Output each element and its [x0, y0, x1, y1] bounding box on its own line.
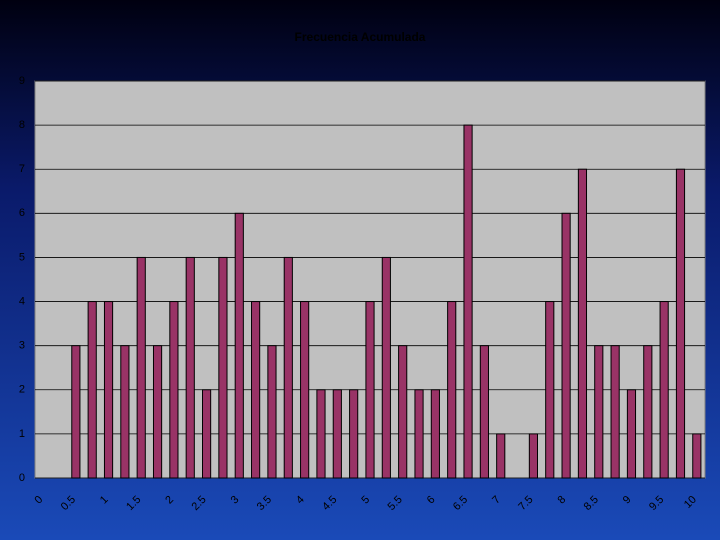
bar [496, 433, 506, 479]
bar [87, 301, 97, 479]
y-tick-label: 6 [19, 207, 25, 219]
bar [561, 212, 571, 479]
bar [349, 389, 359, 479]
bar [169, 301, 179, 479]
bar [71, 345, 81, 479]
bar [675, 168, 686, 479]
bar [447, 301, 457, 479]
bar [103, 301, 114, 479]
bar [202, 389, 212, 479]
bar [545, 301, 555, 479]
bar [414, 389, 424, 479]
bar [251, 301, 261, 479]
chart-title: Frecuencia Acumulada [295, 30, 426, 44]
bar [528, 433, 539, 479]
bar [659, 301, 669, 479]
bar [332, 389, 342, 479]
y-tick-label: 3 [19, 340, 25, 352]
bar [218, 256, 228, 479]
y-tick-label: 9 [19, 75, 25, 87]
y-tick-label: 8 [19, 119, 25, 131]
bar [365, 301, 375, 479]
bar [283, 256, 293, 479]
y-tick-label: 7 [19, 163, 25, 175]
bar [152, 345, 163, 479]
y-tick-label: 4 [19, 295, 25, 307]
bar [610, 345, 620, 479]
bar [185, 256, 195, 479]
bar [643, 345, 653, 479]
bar [398, 345, 408, 479]
bar [300, 301, 310, 479]
bar [577, 168, 588, 479]
bar [381, 256, 391, 479]
bar [430, 389, 440, 479]
bar [120, 345, 130, 479]
bar [626, 389, 637, 479]
y-tick-label: 5 [19, 251, 25, 263]
bar [234, 212, 244, 479]
y-tick-label: 1 [19, 428, 25, 440]
bar [463, 124, 473, 479]
y-tick-label: 0 [19, 472, 25, 484]
bar [267, 345, 277, 479]
bar [479, 345, 489, 479]
bar [692, 433, 702, 479]
bar [136, 256, 146, 479]
bar [594, 345, 604, 479]
bar [316, 389, 326, 479]
y-tick-label: 2 [19, 384, 25, 396]
